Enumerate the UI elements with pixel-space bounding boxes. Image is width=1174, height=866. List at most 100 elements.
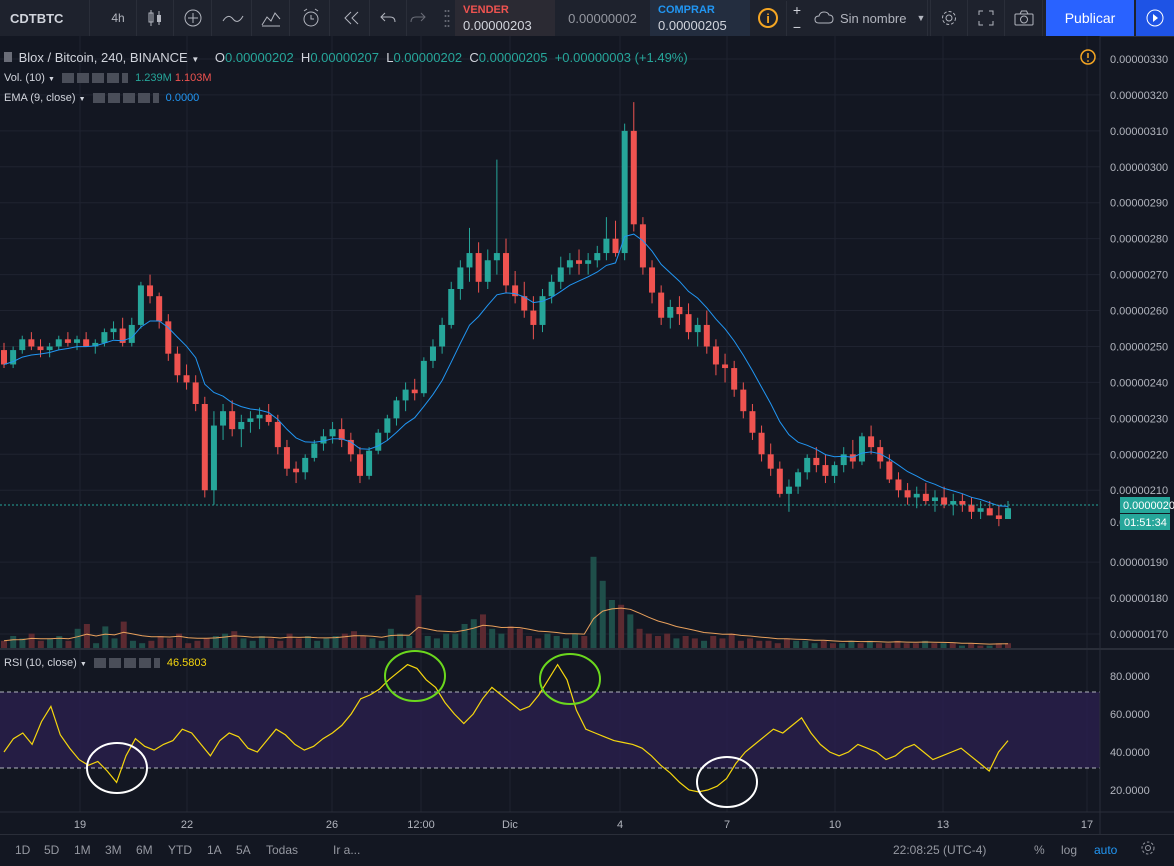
range-button-3m[interactable]: 3M: [105, 843, 122, 857]
chevron-down-icon[interactable]: ▼: [79, 661, 87, 668]
time-tick-label: 19: [74, 819, 86, 831]
price-tick-label: 0.00000330: [1110, 54, 1168, 66]
buy-button[interactable]: COMPRAR 0.00000205: [650, 0, 750, 36]
undo-icon[interactable]: [370, 0, 407, 36]
fullscreen-icon[interactable]: [968, 0, 1005, 36]
volume-label[interactable]: Vol. (10): [4, 72, 45, 84]
volume-up-value: 1.239M: [135, 72, 172, 84]
indicator-controls-icon[interactable]: [92, 93, 159, 104]
candle-body: [1, 350, 7, 365]
log-toggle[interactable]: log: [1061, 843, 1078, 857]
clock[interactable]: 22:08:25 (UTC-4): [893, 843, 987, 857]
candle-body: [795, 472, 802, 487]
range-button-ytd[interactable]: YTD: [168, 843, 192, 857]
chart-settings-icon[interactable]: [1140, 840, 1156, 859]
layout-name-button[interactable]: Sin nombre ▼: [808, 0, 928, 36]
indicator-controls-icon[interactable]: [62, 73, 129, 84]
range-button-todas[interactable]: Todas: [266, 843, 299, 857]
add-indicator-icon[interactable]: [175, 0, 212, 36]
publish-button[interactable]: Publicar: [1046, 0, 1134, 36]
range-button-1d[interactable]: 1D: [15, 843, 31, 857]
candle-body: [210, 425, 217, 491]
symbol-search-button[interactable]: CDTBTC: [0, 0, 90, 36]
candle-body: [393, 400, 400, 419]
volume-bar: [37, 640, 44, 648]
candle-body: [995, 515, 1002, 519]
candles-icon[interactable]: [137, 0, 174, 36]
range-button-5a[interactable]: 5A: [236, 843, 251, 857]
close-label: C: [469, 50, 479, 65]
compare-icon[interactable]: [215, 0, 252, 36]
range-button-5d[interactable]: 5D: [44, 843, 60, 857]
candle-body: [302, 457, 309, 473]
redo-icon[interactable]: [400, 0, 436, 36]
candle-body: [530, 310, 537, 325]
volume-bar: [682, 636, 689, 648]
volume-bar: [443, 633, 450, 648]
minus-button[interactable]: −: [786, 18, 807, 36]
candle-body: [576, 260, 583, 264]
candle-body: [247, 418, 254, 422]
time-tick-label: 10: [829, 819, 841, 831]
sell-button[interactable]: VENDER 0.00000203: [455, 0, 555, 36]
volume-bar: [231, 631, 238, 648]
chevron-down-icon[interactable]: ▼: [48, 76, 55, 83]
candle-body: [649, 267, 656, 293]
indicator-controls-icon[interactable]: [93, 658, 160, 669]
range-button-1m[interactable]: 1M: [74, 843, 91, 857]
goto-date-button[interactable]: Ir a...: [333, 843, 361, 857]
candle-body: [10, 350, 17, 365]
volume-bar: [894, 640, 901, 648]
volume-bar: [820, 640, 827, 648]
volume-bar: [544, 633, 551, 648]
volume-bar: [295, 638, 302, 648]
chevron-down-icon[interactable]: ▼: [191, 55, 200, 64]
info-button[interactable]: i: [752, 0, 784, 36]
gear-icon[interactable]: [930, 0, 968, 36]
legend-flag-icon: [4, 52, 12, 62]
volume-bar: [664, 633, 671, 648]
interval-button[interactable]: 4h: [100, 0, 137, 36]
grid-lines: [0, 36, 1100, 812]
candle-body: [411, 389, 418, 394]
volume-bar: [636, 628, 643, 648]
volume-bar: [608, 600, 615, 648]
candle-body: [959, 501, 966, 505]
chevron-down-icon[interactable]: ▼: [78, 96, 86, 103]
auto-toggle[interactable]: auto: [1094, 843, 1118, 857]
open-label: O: [214, 50, 225, 65]
volume-bar: [498, 633, 505, 648]
rsi-band: [0, 692, 1100, 768]
rsi-label[interactable]: RSI (10, close): [4, 657, 77, 669]
templates-icon[interactable]: [253, 0, 290, 36]
volume-bar: [387, 628, 394, 648]
alert-icon[interactable]: [1080, 49, 1096, 65]
plus-button[interactable]: +: [786, 1, 807, 19]
volume-bar: [424, 636, 431, 648]
volume-bar: [111, 638, 118, 648]
price-chart[interactable]: 0.00000330 0.00000320 0.00000310 0.00000300…: [0, 36, 1174, 834]
alert-clock-icon[interactable]: [293, 0, 330, 36]
candle-body: [831, 465, 838, 476]
ema-label[interactable]: EMA (9, close): [4, 92, 76, 104]
volume-bar: [129, 640, 136, 648]
cloud-icon: [814, 11, 834, 24]
drag-handle-icon[interactable]: [440, 0, 454, 36]
range-button-1a[interactable]: 1A: [207, 843, 222, 857]
candle-body: [46, 346, 53, 351]
candle-body: [28, 339, 35, 347]
rsi-tick-label: 20.0000: [1110, 785, 1150, 797]
candle-body: [293, 468, 300, 473]
candle-body: [758, 432, 765, 455]
camera-icon[interactable]: [1006, 0, 1043, 36]
volume-bar: [535, 638, 542, 648]
volume-bar: [995, 643, 1002, 648]
volume-bar: [47, 638, 54, 648]
range-button-6m[interactable]: 6M: [136, 843, 153, 857]
percent-toggle[interactable]: %: [1034, 843, 1045, 857]
publish-arrow-button[interactable]: [1136, 0, 1174, 36]
volume-bar: [479, 614, 486, 648]
replay-icon[interactable]: [333, 0, 370, 36]
legend-title[interactable]: Blox / Bitcoin, 240, BINANCE: [18, 50, 188, 65]
volume-bar: [710, 636, 717, 648]
